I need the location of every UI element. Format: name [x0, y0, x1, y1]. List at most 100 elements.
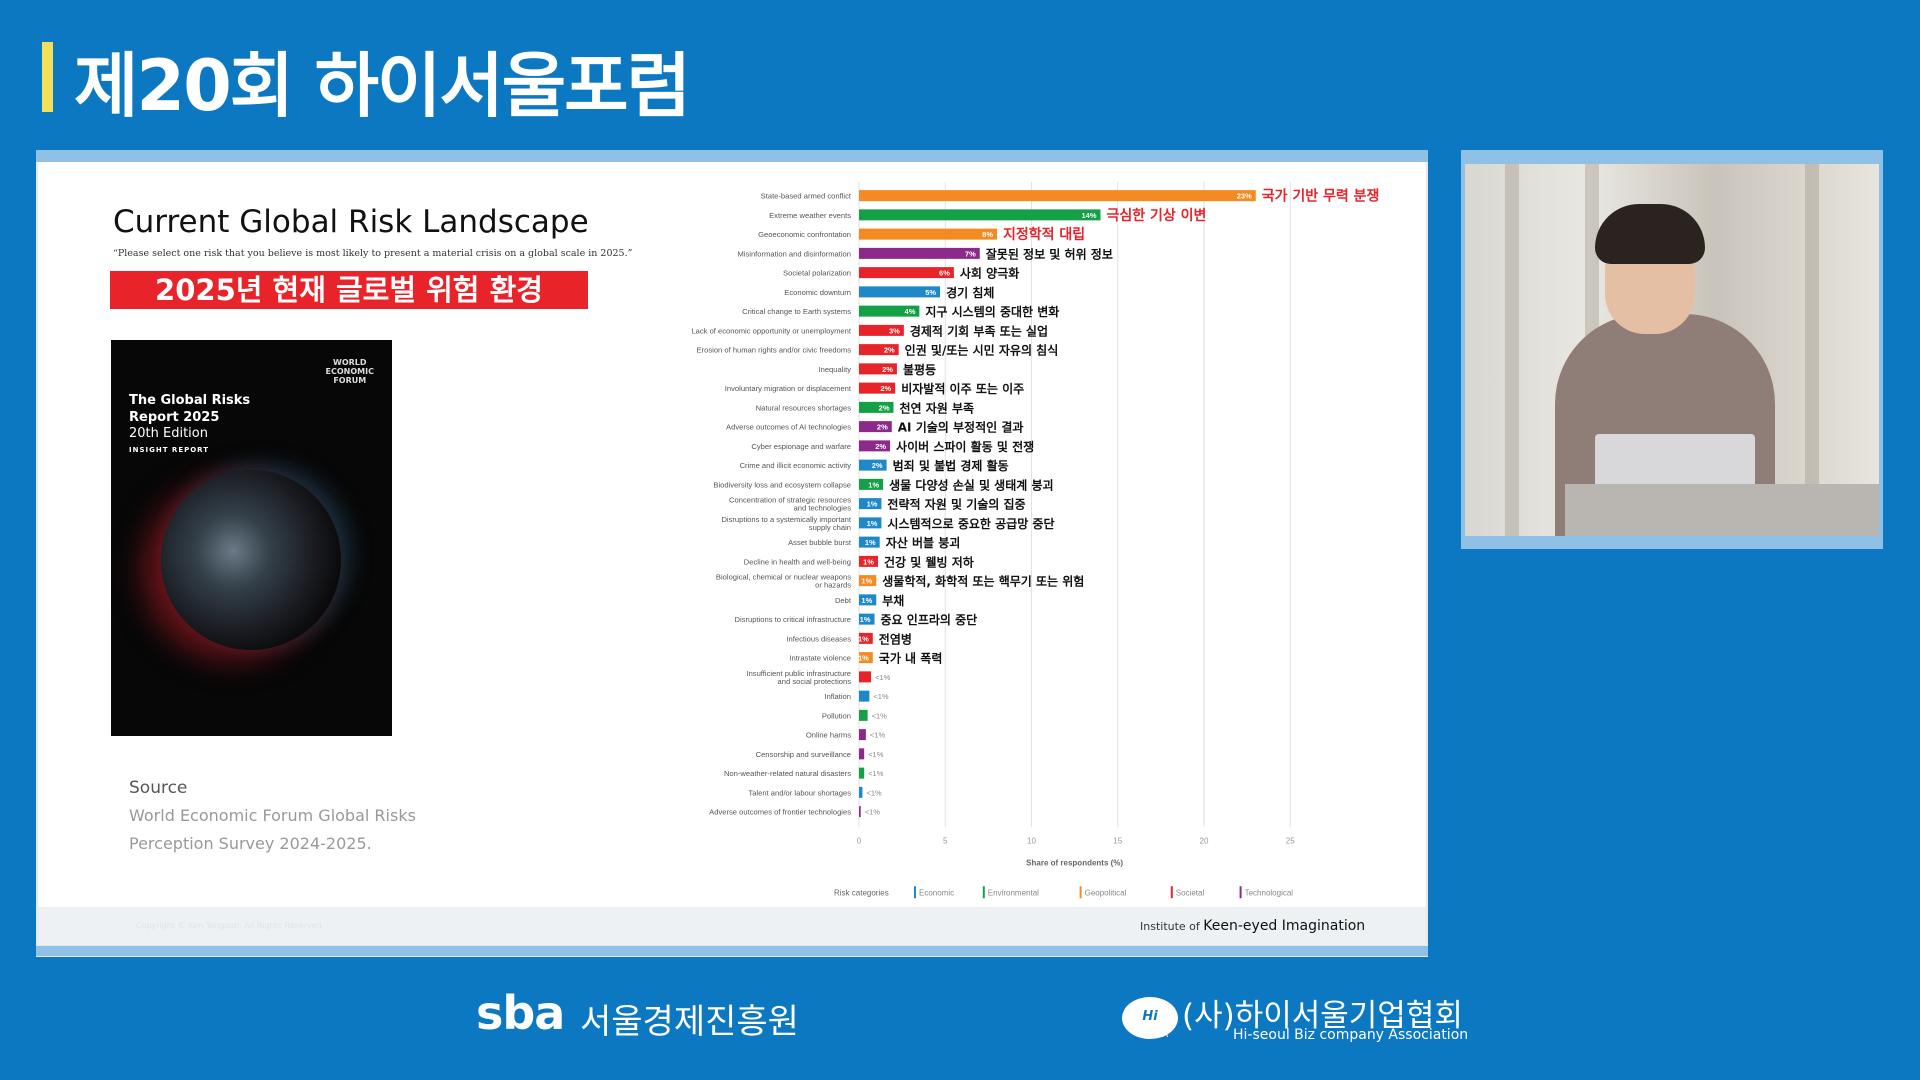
chart-annotation: 지구 시스템의 중대한 변화 [925, 304, 1059, 319]
chart-x-tick-label: 20 [1200, 836, 1209, 845]
chart-category-label: Societal polarization [783, 269, 851, 278]
chart-category-label: Involuntary migration or displacement [725, 384, 852, 393]
chart-value-label: 1% [858, 654, 869, 663]
chart-value-label: 1% [867, 519, 878, 528]
chart-bar [859, 190, 1256, 202]
report-edition: 20th Edition [129, 426, 208, 441]
chart-bar [859, 729, 866, 741]
chart-value-label: 14% [1081, 211, 1096, 220]
header-accent-bar [42, 42, 53, 112]
chart-bar [859, 401, 894, 413]
chart-annotation: 극심한 기상 이변 [1107, 207, 1207, 224]
chart-bar [859, 613, 875, 625]
chart-bar [859, 247, 980, 259]
chart-annotation: 사이버 스파이 활동 및 전쟁 [896, 439, 1034, 454]
report-cover-image: WORLD ECONOMIC FORUM The Global Risks Re… [111, 340, 392, 736]
chart-value-label: <1% [875, 673, 891, 682]
chart-value-label: 2% [875, 442, 886, 451]
chart-category-label: or hazards [815, 581, 851, 590]
chart-value-label: <1% [870, 731, 886, 740]
chart-value-label: 1% [860, 615, 871, 624]
chart-value-label: 1% [861, 577, 872, 586]
chart-value-label: 23% [1237, 192, 1252, 201]
chart-legend-swatch [1170, 886, 1173, 899]
chart-category-label: Extreme weather events [769, 211, 851, 220]
survey-question: “Please select one risk that you believe… [113, 248, 633, 259]
chart-legend-title: Risk categories [834, 888, 889, 897]
chart-legend-entry: Geopolitical [1085, 888, 1127, 897]
chart-bar [859, 440, 891, 452]
chart-annotation: 천연 자원 부족 [900, 400, 975, 415]
chart-bar [859, 575, 877, 587]
hba-logo-sub: HBA [1149, 1030, 1169, 1040]
chart-category-label: Pollution [822, 711, 851, 720]
chart-category-label: Online harms [806, 731, 851, 740]
chart-category-label: Misinformation and disinformation [737, 249, 851, 258]
chart-category-label: Intrastate violence [789, 654, 851, 663]
slide-title: Current Global Risk Landscape [113, 204, 589, 240]
chart-category-label: Lack of economic opportunity or unemploy… [691, 326, 851, 335]
chart-bar [859, 690, 870, 702]
chart-bar [859, 305, 920, 317]
chart-annotation: 잘못된 정보 및 허위 정보 [986, 246, 1113, 261]
slide-top-border [36, 150, 1428, 162]
chart-bar [859, 209, 1101, 221]
chart-legend-entry: Societal [1176, 888, 1205, 897]
chart-annotation: 범죄 및 불법 경제 활동 [893, 458, 1009, 473]
chart-value-label: 1% [865, 538, 876, 547]
chart-category-label: Economic downturn [784, 288, 851, 297]
chart-bar [859, 767, 865, 779]
chart-value-label: <1% [865, 808, 881, 817]
chart-x-tick-label: 0 [857, 836, 862, 845]
chart-annotation: 불평등 [903, 363, 936, 377]
chart-category-label: Censorship and surveillance [756, 750, 851, 759]
chart-category-label: Biological, chemical or nuclear weapons [716, 573, 851, 582]
chart-bar [859, 652, 873, 664]
chart-value-label: 2% [879, 403, 890, 412]
chart-category-label: supply chain [809, 523, 851, 532]
chart-value-label: <1% [868, 769, 884, 778]
chart-value-label: 1% [861, 596, 872, 605]
chart-bar [859, 594, 877, 606]
chart-category-label: Inflation [824, 692, 851, 701]
sba-logo: sba [476, 986, 565, 1040]
chart-annotation: 인권 및/또는 시민 자유의 침식 [905, 343, 1059, 358]
chart-annotation: 전략적 자원 및 기술의 집중 [887, 497, 1025, 512]
chart-value-label: 3% [889, 326, 900, 335]
chart-annotation: 자산 버블 붕괴 [886, 535, 961, 550]
chart-category-label: State-based armed conflict [761, 192, 852, 201]
risk-bar-chart: 0 5 10 15 20 25 Share of respondents (%) State-… [691, 182, 1379, 899]
chart-annotation: 부채 [882, 593, 904, 608]
chart-bar [859, 498, 882, 510]
chart-category-label: Biodiversity loss and ecosystem collapse [713, 480, 851, 489]
chart-legend-entry: Technological [1245, 888, 1294, 897]
chart-category-label: Adverse outcomes of frontier technologie… [709, 808, 851, 817]
globe-graphic [161, 470, 341, 650]
wef-logo: WORLD ECONOMIC FORUM [325, 358, 374, 385]
chart-annotation: 시스템적으로 중요한 공급망 중단 [887, 516, 1054, 531]
chart-value-label: 1% [863, 557, 874, 566]
chart-category-label: Inequality [818, 365, 851, 374]
chart-category-label: and technologies [794, 504, 852, 513]
slide-bottom-border [36, 946, 1428, 956]
chart-bar [859, 459, 887, 471]
chart-bar [859, 671, 872, 683]
chart-category-label: Natural resources shortages [756, 403, 852, 412]
chart-value-label: <1% [872, 711, 888, 720]
report-tag: INSIGHT REPORT [129, 446, 210, 454]
chart-annotation: 국가 내 폭력 [879, 651, 943, 666]
chart-value-label: 4% [905, 307, 916, 316]
chart-x-tick-label: 25 [1286, 836, 1295, 845]
chart-value-label: 2% [872, 461, 883, 470]
chart-category-label: Cyber espionage and warfare [751, 442, 851, 451]
chart-legend-entry: Economic [919, 888, 954, 897]
chart-x-tick-label: 10 [1027, 836, 1036, 845]
chart-x-axis-label: Share of respondents (%) [1026, 858, 1123, 867]
chart-annotation: 생물 다양성 손실 및 생태계 붕괴 [889, 477, 1053, 492]
chart-value-label: 5% [925, 288, 936, 297]
chart-category-label: Asset bubble burst [788, 538, 852, 547]
chart-bar [859, 421, 892, 433]
chart-annotation: AI 기술의 부정적인 결과 [898, 420, 1024, 435]
chart-value-label: 2% [877, 423, 888, 432]
chart-value-label: 1% [858, 634, 869, 643]
